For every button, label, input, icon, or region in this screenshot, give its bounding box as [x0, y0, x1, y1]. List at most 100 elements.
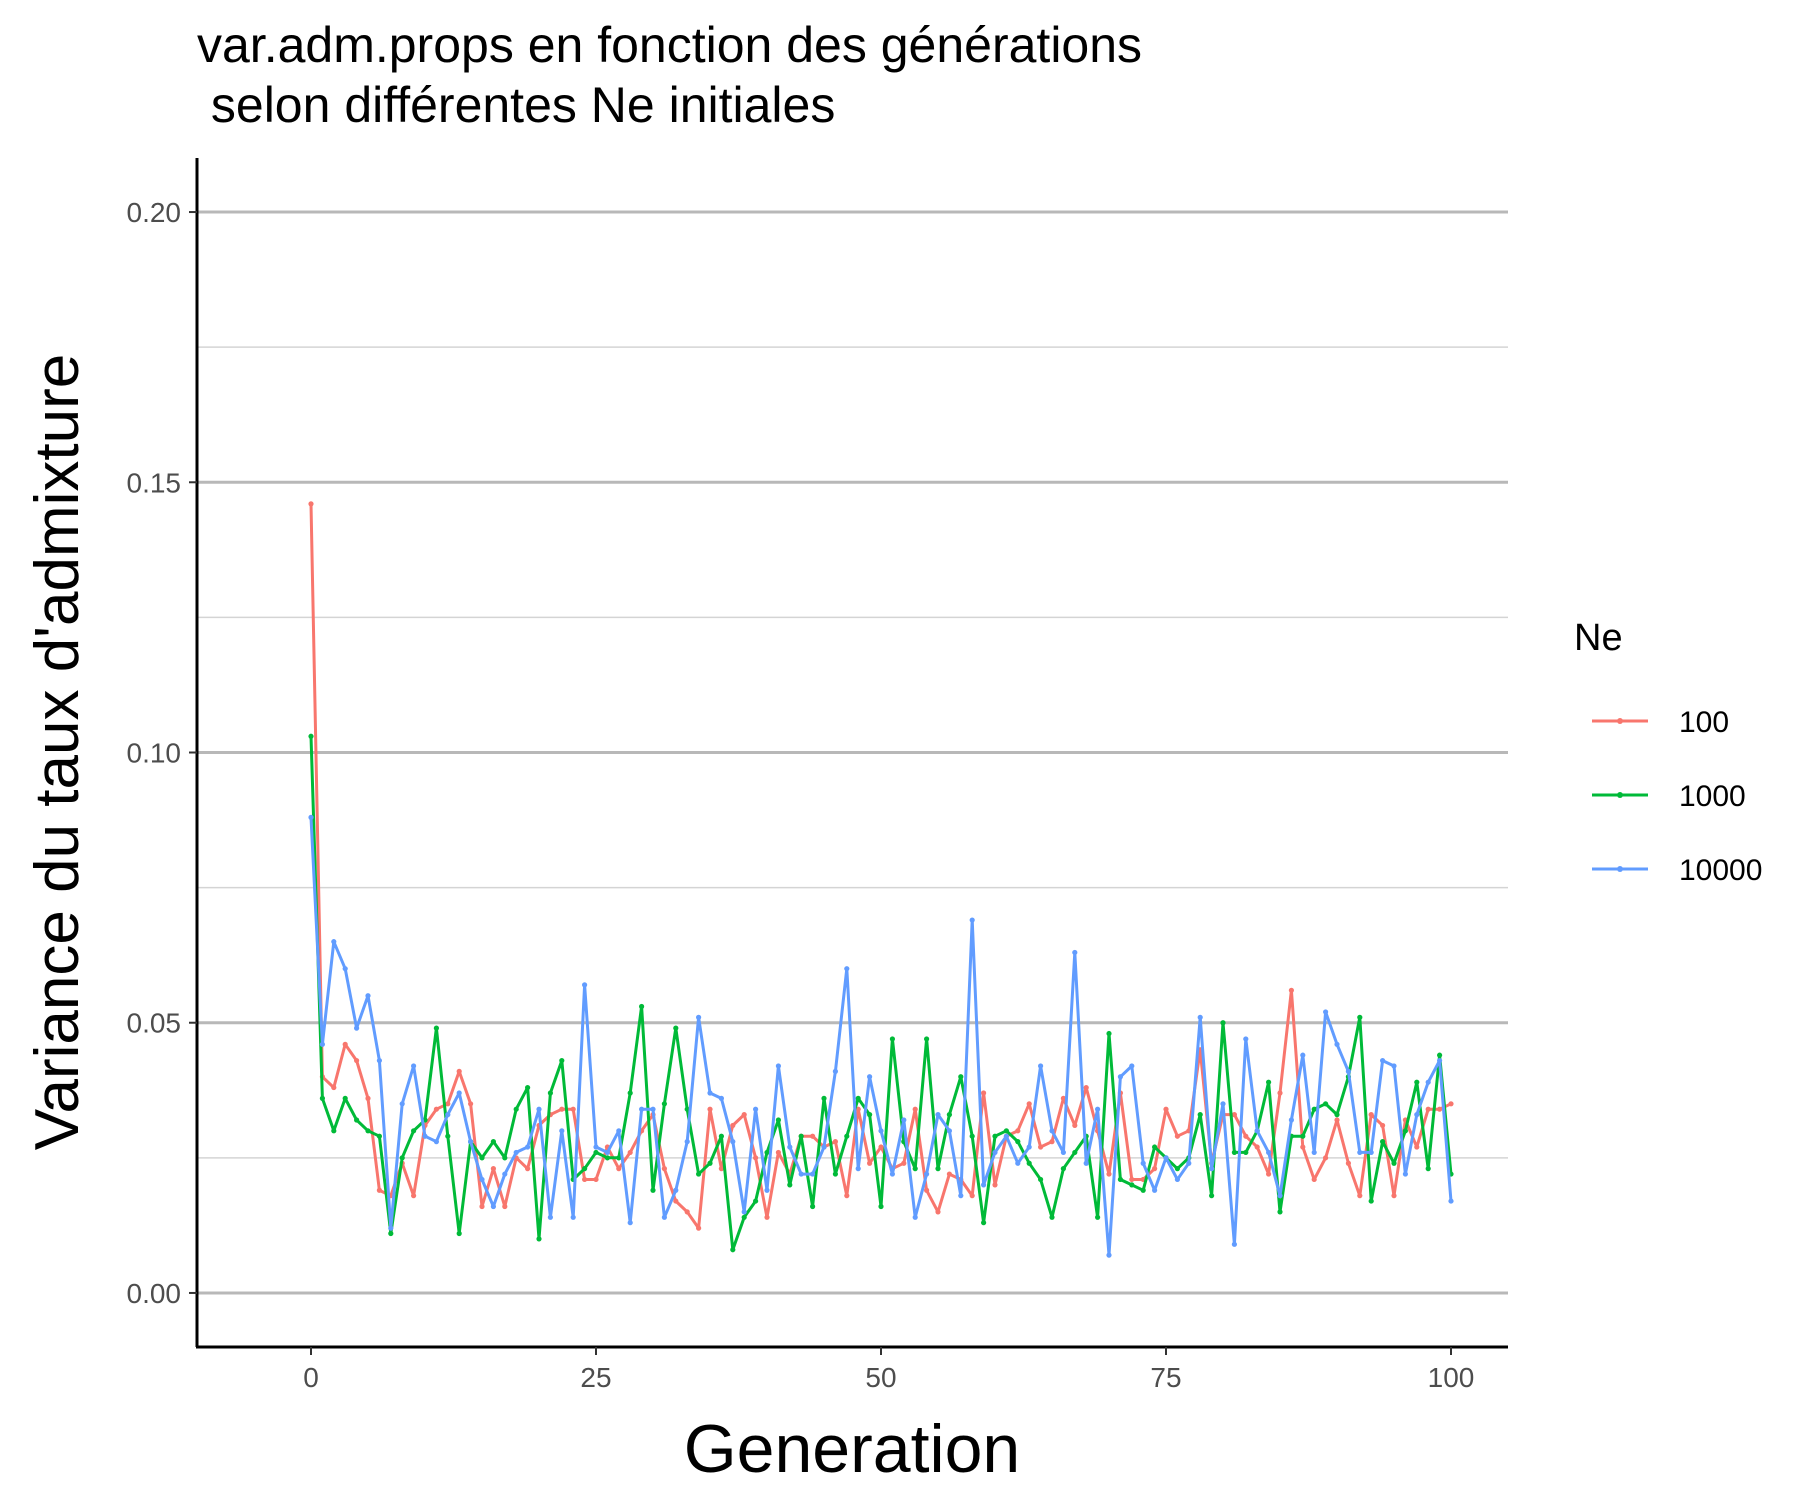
data-point [1334, 1117, 1340, 1123]
data-point [1129, 1182, 1135, 1188]
data-point [308, 733, 314, 739]
data-point [342, 1095, 348, 1101]
legend-title: Ne [1574, 617, 1623, 659]
data-point [1334, 1041, 1340, 1047]
data-point [718, 1133, 725, 1139]
data-point [764, 1187, 770, 1193]
data-point [684, 1209, 690, 1215]
data-point [376, 1057, 382, 1064]
legend-key-point [1617, 866, 1623, 872]
data-point [1345, 1068, 1351, 1074]
data-point [832, 1171, 839, 1177]
data-point [753, 1155, 759, 1161]
data-point [946, 1171, 953, 1177]
data-point [1254, 1144, 1260, 1150]
data-point [1197, 1112, 1203, 1118]
data-point [775, 1117, 782, 1123]
legend-key-point [1617, 792, 1623, 798]
data-point [502, 1203, 508, 1210]
data-point [468, 1139, 474, 1145]
data-point [559, 1128, 565, 1134]
data-point [1243, 1036, 1249, 1042]
data-point [855, 1166, 861, 1172]
data-point [684, 1139, 690, 1145]
data-point [582, 1166, 588, 1172]
data-point [433, 1106, 439, 1112]
data-point [1015, 1128, 1021, 1134]
data-point [650, 1106, 656, 1112]
data-point [456, 1090, 462, 1096]
data-point [1266, 1149, 1272, 1156]
chart-title-line-2: selon différentes Ne initiales [197, 77, 835, 133]
data-point [1288, 987, 1294, 993]
data-point [1026, 1101, 1032, 1107]
data-point [502, 1171, 508, 1177]
data-point [1323, 1155, 1329, 1161]
data-point [1414, 1112, 1420, 1118]
data-point [308, 814, 314, 820]
data-point [810, 1171, 816, 1177]
data-point [627, 1090, 633, 1096]
data-point [707, 1090, 713, 1096]
data-point [1380, 1122, 1386, 1129]
data-point [924, 1036, 930, 1042]
legend-label: 10000 [1679, 854, 1762, 887]
data-point [1106, 1030, 1112, 1037]
data-point [342, 1041, 348, 1047]
data-point [1231, 1112, 1237, 1118]
data-point [388, 1225, 394, 1231]
data-point [1015, 1160, 1021, 1166]
data-point [1300, 1144, 1306, 1150]
data-point [376, 1187, 382, 1193]
data-point [1300, 1052, 1306, 1058]
data-point [1049, 1214, 1055, 1220]
data-point [536, 1106, 542, 1112]
data-point [1060, 1095, 1066, 1101]
data-point [1448, 1198, 1454, 1204]
data-point [775, 1063, 782, 1069]
data-point [604, 1155, 611, 1161]
data-point [718, 1095, 725, 1101]
data-point [696, 1171, 702, 1177]
data-point [878, 1128, 884, 1134]
data-point [889, 1171, 896, 1177]
data-point [433, 1025, 439, 1031]
data-point [707, 1106, 713, 1112]
data-point [388, 1230, 394, 1237]
data-point [1026, 1144, 1032, 1150]
data-point [513, 1106, 519, 1112]
data-point [935, 1112, 941, 1118]
data-point [798, 1133, 804, 1139]
data-point [696, 1014, 702, 1020]
data-point [969, 917, 975, 923]
data-point [707, 1160, 713, 1166]
data-point [1368, 1112, 1374, 1118]
data-point [1060, 1149, 1066, 1156]
data-point [661, 1166, 668, 1172]
y-tick-label: 0.20 [127, 197, 182, 228]
x-tick-label: 50 [865, 1362, 896, 1393]
data-point [559, 1057, 565, 1064]
data-point [844, 966, 850, 972]
data-point [912, 1214, 918, 1220]
data-point [673, 1198, 679, 1204]
data-point [1391, 1193, 1397, 1199]
data-point [399, 1101, 405, 1107]
data-point [718, 1166, 725, 1172]
x-tick-label: 0 [303, 1362, 319, 1393]
data-point [1448, 1101, 1454, 1107]
data-point [365, 993, 371, 999]
series-100 [308, 501, 1454, 1231]
series-10000 [308, 814, 1454, 1258]
data-point [1266, 1079, 1272, 1085]
data-point [753, 1198, 759, 1204]
data-point [1095, 1214, 1101, 1220]
data-point [1437, 1106, 1443, 1112]
data-point [992, 1133, 998, 1139]
legend-item-1000: 1000 [1592, 780, 1746, 813]
data-point [684, 1106, 690, 1112]
data-point [456, 1230, 462, 1237]
data-point [1163, 1106, 1169, 1112]
data-point [1072, 949, 1078, 956]
